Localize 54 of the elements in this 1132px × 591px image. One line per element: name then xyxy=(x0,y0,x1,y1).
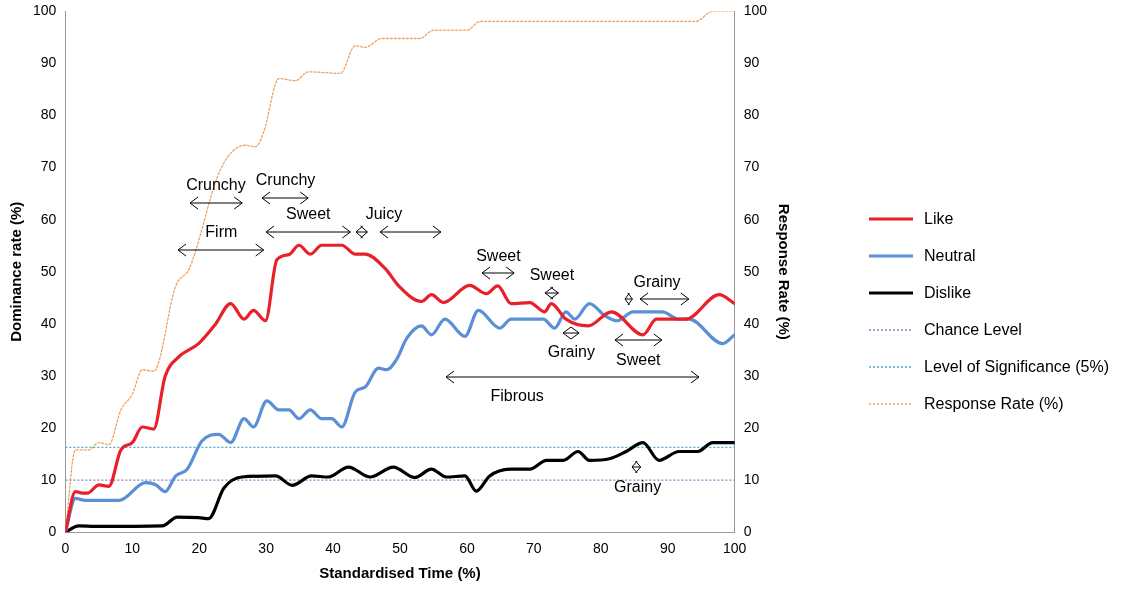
y-tick-label: 100 xyxy=(33,2,57,19)
legend-label: Dislike xyxy=(924,283,972,302)
y2-tick-label: 50 xyxy=(743,262,760,279)
legend-label: Response Rate (%) xyxy=(924,394,1064,413)
annotation: Sweet xyxy=(529,265,575,283)
x-tick-label: 90 xyxy=(659,540,676,557)
x-tick-label: 80 xyxy=(593,540,609,557)
y-axis-title: Dominance rate (%) xyxy=(7,201,25,342)
legend-label: Neutral xyxy=(924,246,976,265)
y2-tick-label: 100 xyxy=(743,2,768,19)
y-tick-label: 80 xyxy=(40,106,57,123)
y-tick-label: 60 xyxy=(40,210,57,227)
y2-tick-label: 80 xyxy=(743,106,760,123)
y2-tick-label: 20 xyxy=(743,418,760,435)
y-tick-label: 70 xyxy=(40,158,57,175)
annotation: Sweet xyxy=(476,246,522,264)
y2-tick-label: 90 xyxy=(743,54,760,71)
y-tick-label: 30 xyxy=(40,366,57,383)
y-tick-label: 50 xyxy=(40,262,57,279)
annotation: Grainy xyxy=(614,478,662,496)
annotation: Juicy xyxy=(365,204,403,222)
y-tick-label: 40 xyxy=(40,314,57,331)
x-tick-label: 30 xyxy=(258,540,275,557)
x-tick-label: 10 xyxy=(124,540,141,557)
annotation: Firm xyxy=(205,223,238,241)
y-tick-label: 10 xyxy=(40,470,57,487)
legend-label: Chance Level xyxy=(924,320,1022,339)
y2-tick-label: 40 xyxy=(743,314,760,331)
annotation: Grainy xyxy=(547,342,595,360)
x-tick-label: 20 xyxy=(191,540,208,557)
annotation: Crunchy xyxy=(255,171,316,189)
y2-tick-label: 70 xyxy=(743,158,760,175)
y-tick-label: 90 xyxy=(40,54,57,71)
x-tick-label: 0 xyxy=(61,540,70,557)
y2-tick-label: 10 xyxy=(743,470,760,487)
legend-label: Like xyxy=(924,209,954,228)
y-tick-label: 20 xyxy=(40,418,57,435)
annotation: Sweet xyxy=(286,204,332,222)
y2-tick-label: 30 xyxy=(743,366,760,383)
annotation: Fibrous xyxy=(490,387,544,405)
x-tick-label: 70 xyxy=(526,540,542,557)
x-tick-label: 100 xyxy=(722,540,747,557)
annotation: Crunchy xyxy=(186,176,246,194)
x-tick-label: 50 xyxy=(392,540,408,557)
annotation: Sweet xyxy=(616,350,662,368)
annotation: Grainy xyxy=(633,272,681,290)
x-axis-title: Standardised Time (%) xyxy=(319,564,481,582)
x-tick-label: 60 xyxy=(459,540,475,557)
y2-axis-title: Response Rate (%) xyxy=(775,203,793,340)
legend-label: Level of Significance (5%) xyxy=(924,357,1109,376)
y2-tick-label: 0 xyxy=(743,523,752,540)
y2-tick-label: 60 xyxy=(743,210,760,227)
y-tick-label: 0 xyxy=(48,523,57,540)
x-tick-label: 40 xyxy=(325,540,342,557)
